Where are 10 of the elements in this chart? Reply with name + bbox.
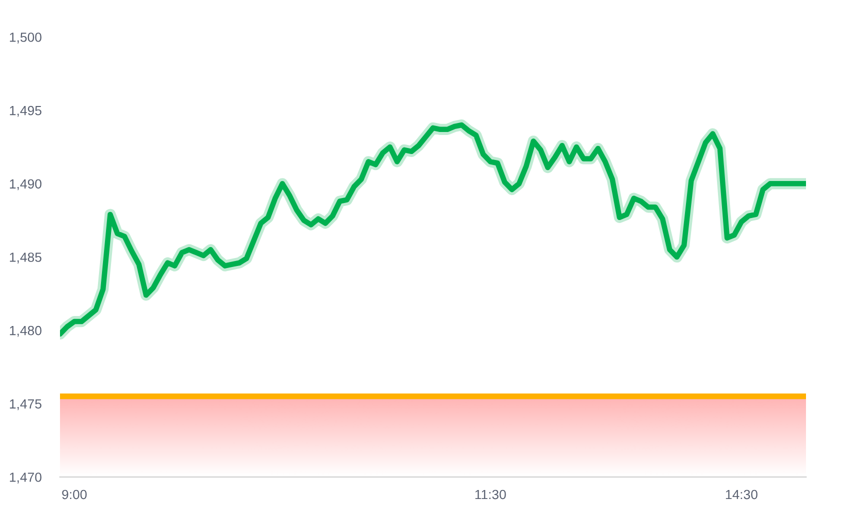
y-tick-label: 1,480 bbox=[10, 326, 42, 337]
y-tick-label: 1,500 bbox=[10, 32, 42, 44]
x-tick-label: 9:00 bbox=[62, 490, 87, 500]
x-tick-label: 11:30 bbox=[475, 490, 506, 500]
y-tick-label: 1,495 bbox=[10, 106, 42, 117]
y-tick-label: 1,475 bbox=[10, 399, 42, 410]
y-tick-label: 1,490 bbox=[10, 179, 42, 190]
y-tick-label: 1,470 bbox=[10, 472, 42, 484]
y-tick-label: 1,485 bbox=[10, 252, 42, 264]
x-tick-label: 14:30 bbox=[726, 490, 758, 500]
